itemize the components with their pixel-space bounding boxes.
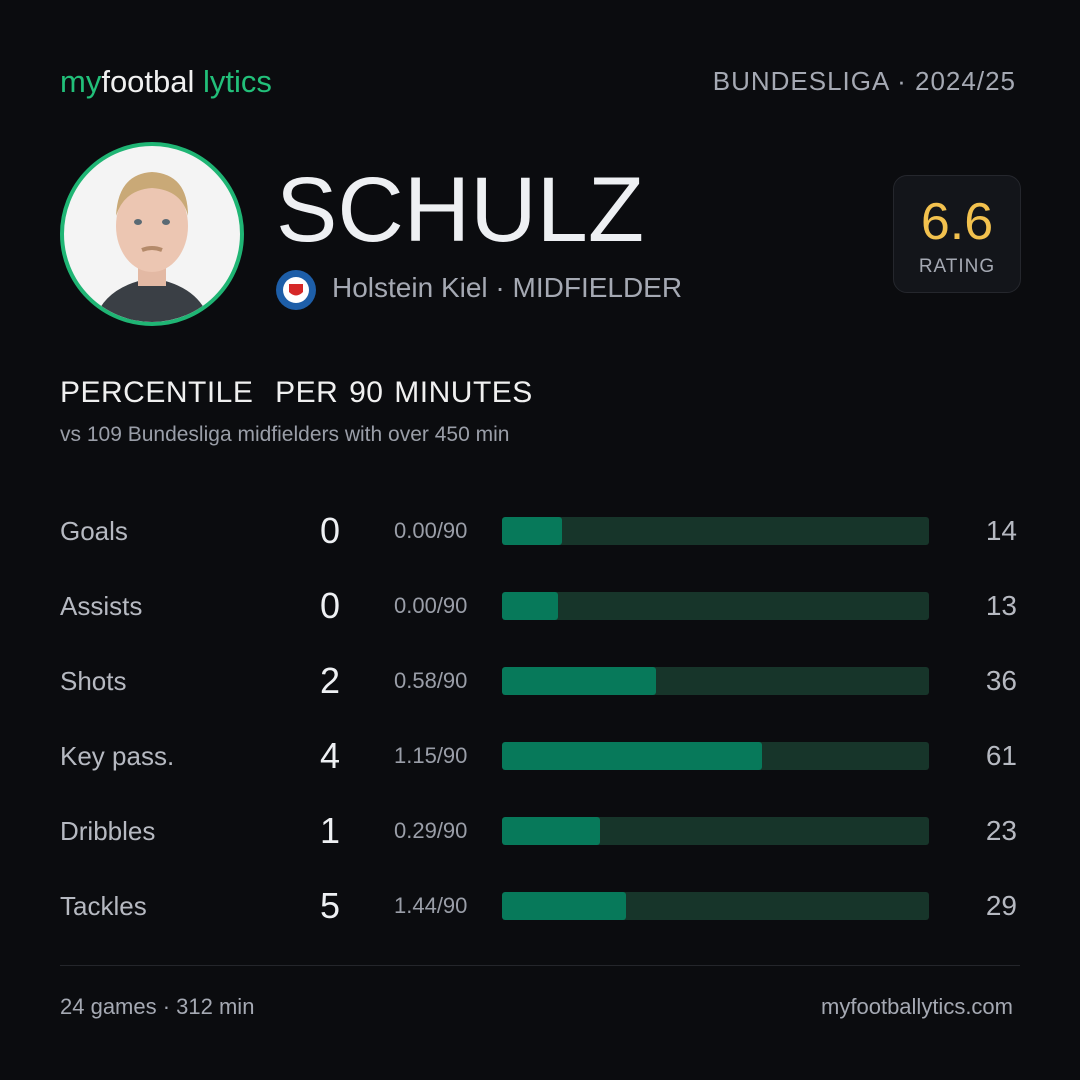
player-photo	[60, 142, 244, 326]
bar-track	[502, 892, 929, 920]
player-name: SCHULZ	[276, 159, 645, 261]
title-part: PERCENTILE	[60, 376, 254, 409]
divider	[60, 965, 1020, 966]
bar-fill	[502, 817, 601, 845]
stat-total: 4	[319, 735, 341, 776]
stat-total: 1	[319, 810, 341, 851]
stat-percentile: 14	[985, 515, 1017, 546]
bar-fill	[502, 892, 626, 920]
stat-label: Tackles	[60, 891, 147, 921]
bar-track	[502, 517, 929, 545]
bar-track	[502, 592, 929, 620]
club-badge	[276, 270, 316, 310]
stat-total: 0	[319, 585, 341, 626]
stat-percentile: 29	[985, 890, 1017, 921]
stat-label: Dribbles	[60, 816, 156, 846]
section-subtitle: vs 109 Bundesliga midfielders with over …	[60, 423, 509, 447]
stat-label: Key pass.	[60, 741, 175, 771]
bar-fill	[502, 517, 562, 545]
footer-summary: 24 games · 312 min	[60, 994, 255, 1019]
stat-total: 5	[319, 885, 341, 926]
bar-track	[502, 817, 929, 845]
brand-part: my	[60, 64, 102, 99]
brand: myfootbal lytics	[60, 64, 272, 100]
subtitle-part: vs 109 Bundesliga midfielders	[60, 423, 339, 446]
bar-fill	[502, 742, 763, 770]
footer-site: myfootballytics.com	[821, 994, 1013, 1019]
stat-total: 2	[319, 660, 341, 701]
stat-per90: 0.58/90	[394, 668, 468, 693]
bar-track	[502, 667, 929, 695]
stat-label: Shots	[60, 666, 127, 696]
subtitle-part: with over 450 min	[344, 423, 510, 446]
photo-art	[94, 172, 210, 322]
stat-label: Assists	[60, 591, 143, 621]
brand-part: footbal	[101, 64, 195, 99]
stat-per90: 1.44/90	[394, 893, 468, 918]
rating-box: 6.6 RATING	[893, 175, 1021, 293]
stat-percentile: 36	[985, 665, 1017, 696]
rating-value: 6.6	[920, 193, 994, 251]
stat-per90: 1.15/90	[394, 743, 468, 768]
rating-label: RATING	[918, 256, 996, 277]
stat-per90: 0.29/90	[394, 818, 468, 843]
stat-label: Goals	[60, 516, 128, 546]
title-part: PER 90 MINUTES	[275, 376, 533, 409]
stat-percentile: 61	[985, 740, 1017, 771]
bar-track	[502, 742, 929, 770]
bar-fill	[502, 667, 656, 695]
player-subtitle: Holstein Kiel · MIDFIELDER	[332, 272, 683, 303]
brand-part: lytics	[203, 64, 272, 99]
stat-total: 0	[319, 510, 341, 551]
bar-fill	[502, 592, 558, 620]
stat-percentile: 13	[985, 590, 1017, 621]
league: BUNDESLIGA · 2024/25	[712, 66, 1016, 96]
stat-percentile: 23	[985, 815, 1017, 846]
section-title: PERCENTILE PER 90 MINUTES	[60, 376, 533, 410]
stat-per90: 0.00/90	[394, 593, 468, 618]
stat-per90: 0.00/90	[394, 518, 468, 543]
